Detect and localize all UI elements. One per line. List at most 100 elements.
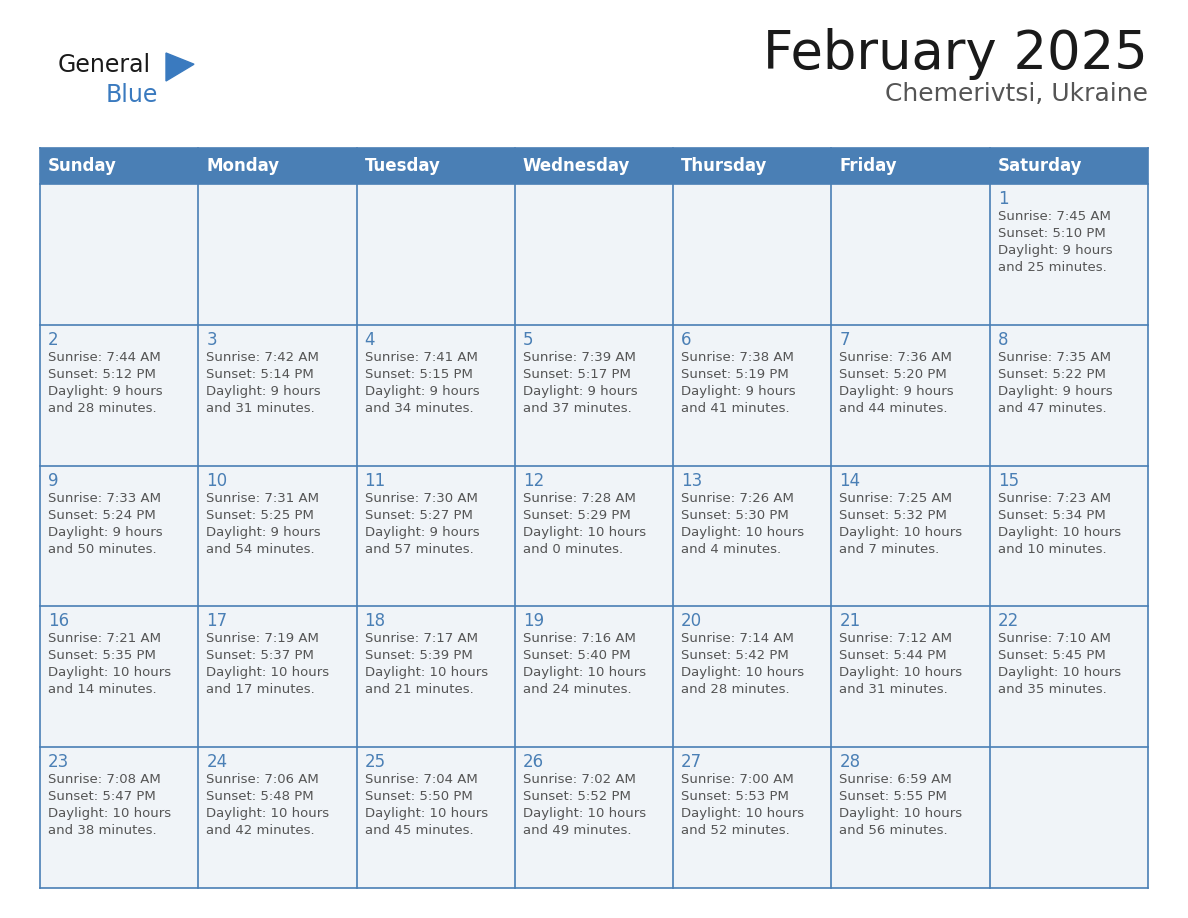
Text: Sunrise: 7:02 AM: Sunrise: 7:02 AM [523, 773, 636, 786]
Text: Sunset: 5:20 PM: Sunset: 5:20 PM [840, 368, 947, 381]
Text: 19: 19 [523, 612, 544, 631]
Text: Daylight: 9 hours: Daylight: 9 hours [681, 385, 796, 397]
Text: Sunrise: 7:21 AM: Sunrise: 7:21 AM [48, 633, 162, 645]
Text: and 7 minutes.: and 7 minutes. [840, 543, 940, 555]
Text: Sunrise: 7:41 AM: Sunrise: 7:41 AM [365, 351, 478, 364]
Bar [674, 325, 832, 465]
Text: Sunrise: 7:04 AM: Sunrise: 7:04 AM [365, 773, 478, 786]
Text: Sunset: 5:22 PM: Sunset: 5:22 PM [998, 368, 1106, 381]
Text: and 25 minutes.: and 25 minutes. [998, 261, 1106, 274]
Text: Daylight: 10 hours: Daylight: 10 hours [365, 807, 488, 820]
Text: Sunset: 5:45 PM: Sunset: 5:45 PM [998, 649, 1106, 663]
Text: Sunset: 5:34 PM: Sunset: 5:34 PM [998, 509, 1106, 521]
Text: Sunrise: 7:19 AM: Sunrise: 7:19 AM [207, 633, 320, 645]
Text: and 57 minutes.: and 57 minutes. [365, 543, 473, 555]
Text: Daylight: 9 hours: Daylight: 9 hours [365, 526, 479, 539]
Text: Daylight: 10 hours: Daylight: 10 hours [523, 526, 646, 539]
Bar [990, 325, 1148, 465]
Text: and 49 minutes.: and 49 minutes. [523, 824, 631, 837]
Text: Sunset: 5:32 PM: Sunset: 5:32 PM [840, 509, 947, 521]
Bar [674, 747, 832, 888]
Text: Sunrise: 7:31 AM: Sunrise: 7:31 AM [207, 492, 320, 505]
Bar [514, 325, 674, 465]
Text: and 14 minutes.: and 14 minutes. [48, 683, 157, 697]
Text: Sunset: 5:44 PM: Sunset: 5:44 PM [840, 649, 947, 663]
Text: 8: 8 [998, 330, 1009, 349]
Text: 21: 21 [840, 612, 860, 631]
Bar [514, 184, 674, 325]
Text: 14: 14 [840, 472, 860, 489]
Text: Sunset: 5:50 PM: Sunset: 5:50 PM [365, 790, 473, 803]
Text: Daylight: 9 hours: Daylight: 9 hours [207, 526, 321, 539]
Text: 28: 28 [840, 753, 860, 771]
Text: Sunrise: 7:00 AM: Sunrise: 7:00 AM [681, 773, 794, 786]
Text: Chemerivtsi, Ukraine: Chemerivtsi, Ukraine [885, 82, 1148, 106]
Text: Sunset: 5:24 PM: Sunset: 5:24 PM [48, 509, 156, 521]
Text: Daylight: 9 hours: Daylight: 9 hours [207, 385, 321, 397]
Text: 26: 26 [523, 753, 544, 771]
Text: and 56 minutes.: and 56 minutes. [840, 824, 948, 837]
Bar [40, 747, 198, 888]
Text: February 2025: February 2025 [763, 28, 1148, 80]
Text: Sunset: 5:19 PM: Sunset: 5:19 PM [681, 368, 789, 381]
Text: Sunrise: 7:14 AM: Sunrise: 7:14 AM [681, 633, 794, 645]
Text: 27: 27 [681, 753, 702, 771]
Text: Blue: Blue [106, 83, 158, 107]
Text: 7: 7 [840, 330, 849, 349]
Bar [356, 465, 514, 607]
Bar [832, 607, 990, 747]
Bar [40, 325, 198, 465]
Text: 9: 9 [48, 472, 58, 489]
Bar [832, 325, 990, 465]
Bar [40, 184, 198, 325]
Bar [990, 607, 1148, 747]
Text: Tuesday: Tuesday [365, 157, 441, 175]
Text: Daylight: 10 hours: Daylight: 10 hours [207, 807, 329, 820]
Text: Daylight: 10 hours: Daylight: 10 hours [998, 666, 1120, 679]
Text: 12: 12 [523, 472, 544, 489]
Text: and 47 minutes.: and 47 minutes. [998, 402, 1106, 415]
Text: Daylight: 10 hours: Daylight: 10 hours [840, 807, 962, 820]
Bar [832, 747, 990, 888]
Text: Sunset: 5:37 PM: Sunset: 5:37 PM [207, 649, 314, 663]
Text: Daylight: 9 hours: Daylight: 9 hours [840, 385, 954, 397]
Text: Sunset: 5:47 PM: Sunset: 5:47 PM [48, 790, 156, 803]
Text: 18: 18 [365, 612, 386, 631]
Text: 24: 24 [207, 753, 227, 771]
Text: Sunrise: 7:06 AM: Sunrise: 7:06 AM [207, 773, 320, 786]
Bar [674, 465, 832, 607]
Bar [514, 607, 674, 747]
Text: Sunrise: 7:38 AM: Sunrise: 7:38 AM [681, 351, 794, 364]
Bar [514, 465, 674, 607]
Text: and 42 minutes.: and 42 minutes. [207, 824, 315, 837]
Text: and 17 minutes.: and 17 minutes. [207, 683, 315, 697]
Text: and 54 minutes.: and 54 minutes. [207, 543, 315, 555]
Text: Sunset: 5:14 PM: Sunset: 5:14 PM [207, 368, 314, 381]
Bar [356, 607, 514, 747]
Text: and 34 minutes.: and 34 minutes. [365, 402, 473, 415]
Text: Daylight: 9 hours: Daylight: 9 hours [998, 244, 1112, 257]
Text: Sunrise: 7:10 AM: Sunrise: 7:10 AM [998, 633, 1111, 645]
Bar [356, 747, 514, 888]
Text: and 31 minutes.: and 31 minutes. [840, 683, 948, 697]
Text: 23: 23 [48, 753, 69, 771]
Text: 10: 10 [207, 472, 227, 489]
Text: 3: 3 [207, 330, 217, 349]
Text: Sunrise: 7:08 AM: Sunrise: 7:08 AM [48, 773, 160, 786]
Text: Sunrise: 7:44 AM: Sunrise: 7:44 AM [48, 351, 160, 364]
Text: Sunday: Sunday [48, 157, 116, 175]
Text: 2: 2 [48, 330, 58, 349]
Text: 15: 15 [998, 472, 1019, 489]
Text: Sunset: 5:30 PM: Sunset: 5:30 PM [681, 509, 789, 521]
Text: Daylight: 10 hours: Daylight: 10 hours [48, 666, 171, 679]
Text: Daylight: 9 hours: Daylight: 9 hours [365, 385, 479, 397]
Text: Daylight: 9 hours: Daylight: 9 hours [998, 385, 1112, 397]
Text: and 24 minutes.: and 24 minutes. [523, 683, 632, 697]
Bar [356, 325, 514, 465]
Bar [674, 184, 832, 325]
Text: Sunset: 5:53 PM: Sunset: 5:53 PM [681, 790, 789, 803]
Text: Sunrise: 7:42 AM: Sunrise: 7:42 AM [207, 351, 320, 364]
Text: Sunset: 5:15 PM: Sunset: 5:15 PM [365, 368, 473, 381]
Text: Daylight: 10 hours: Daylight: 10 hours [998, 526, 1120, 539]
Text: and 52 minutes.: and 52 minutes. [681, 824, 790, 837]
